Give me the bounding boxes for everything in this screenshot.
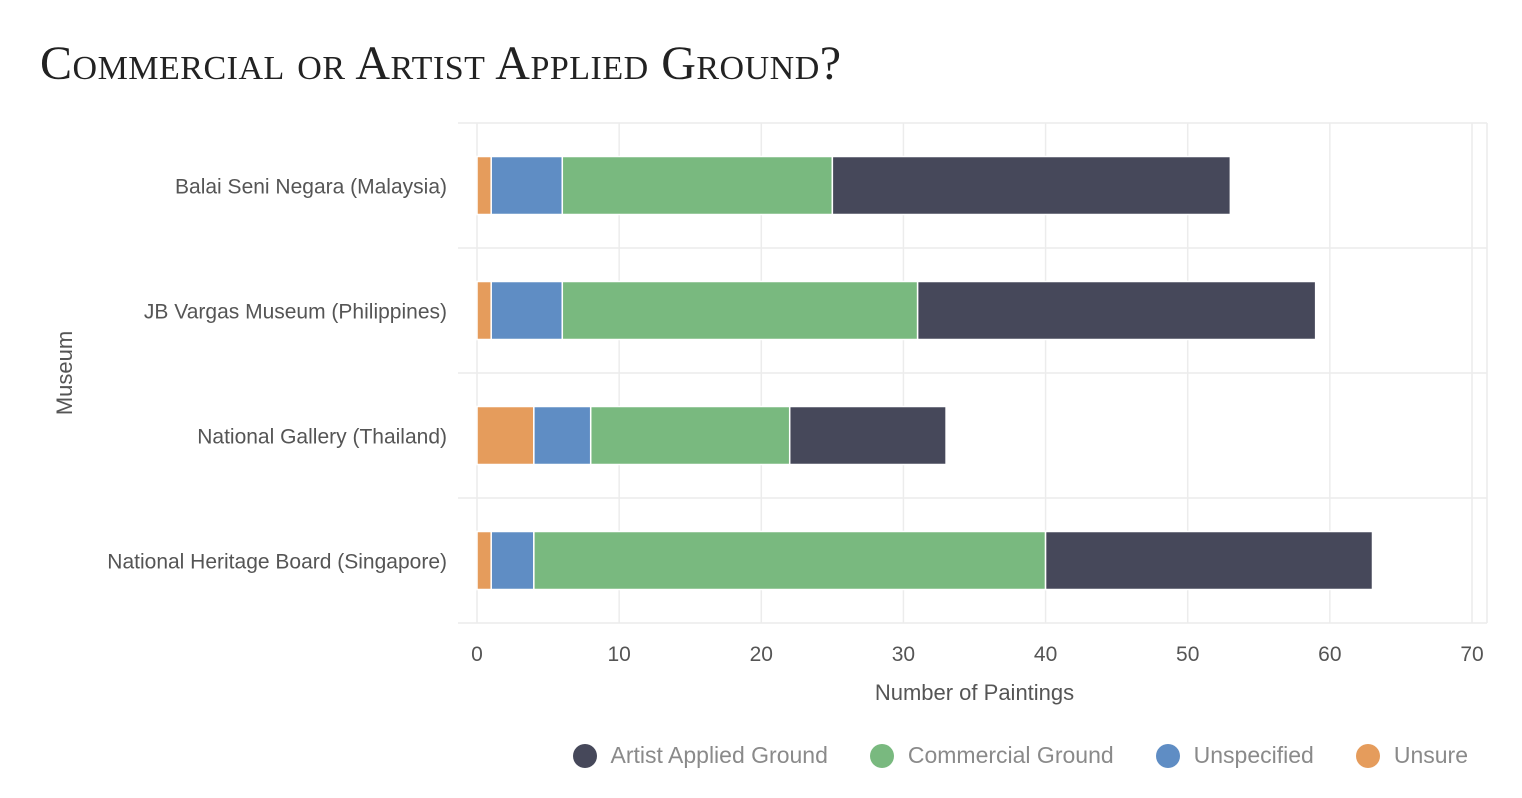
legend-item[interactable]: Commercial Ground xyxy=(869,742,1114,769)
legend-label: Artist Applied Ground xyxy=(610,742,828,768)
legend-swatch xyxy=(1355,743,1380,768)
legend-label: Unspecified xyxy=(1193,742,1314,768)
x-tick-label: 30 xyxy=(892,643,915,666)
bar-segment xyxy=(831,155,1232,216)
y-tick-label: National Gallery (Thailand) xyxy=(197,426,447,449)
bar-segment xyxy=(561,280,919,341)
x-axis-label: Number of Paintings xyxy=(875,680,1074,705)
bar-segment xyxy=(476,530,492,591)
y-tick-label: JB Vargas Museum (Philippines) xyxy=(144,301,447,324)
legend-item[interactable]: Unspecified xyxy=(1155,742,1314,769)
bar-segment xyxy=(533,530,1047,591)
x-tick-label: 70 xyxy=(1460,643,1483,666)
bar-segment xyxy=(788,405,947,466)
bar-segment xyxy=(533,405,592,466)
bar-segment xyxy=(1044,530,1374,591)
legend-item[interactable]: Unsure xyxy=(1355,742,1468,769)
x-tick-label: 0 xyxy=(471,643,483,666)
y-axis-label: Museum xyxy=(52,331,77,415)
legend: Artist Applied Ground Commercial Ground Un… xyxy=(531,742,1468,769)
y-tick-label: National Heritage Board (Singapore) xyxy=(107,551,447,574)
bar-segment xyxy=(490,155,564,216)
bar-segment xyxy=(490,280,564,341)
bar-segment xyxy=(916,280,1317,341)
bar-segment xyxy=(476,405,535,466)
bar-segment xyxy=(476,280,492,341)
bar-segment xyxy=(490,530,535,591)
legend-swatch xyxy=(572,743,597,768)
x-tick-label: 20 xyxy=(750,643,773,666)
x-tick-label: 60 xyxy=(1318,643,1341,666)
bar-segment xyxy=(561,155,834,216)
x-tick-label: 10 xyxy=(607,643,630,666)
legend-label: Commercial Ground xyxy=(907,742,1114,768)
x-tick-label: 40 xyxy=(1034,643,1057,666)
x-tick-label: 50 xyxy=(1176,643,1199,666)
legend-swatch xyxy=(1155,743,1180,768)
bar-segment xyxy=(476,155,492,216)
legend-item[interactable]: Artist Applied Ground xyxy=(572,742,828,769)
chart-title: Commercial or Artist Applied Ground? xyxy=(40,37,842,90)
bar-segment xyxy=(589,405,791,466)
y-tick-label: Balai Seni Negara (Malaysia) xyxy=(175,176,447,199)
legend-swatch xyxy=(869,743,894,768)
legend-label: Unsure xyxy=(1393,742,1468,768)
